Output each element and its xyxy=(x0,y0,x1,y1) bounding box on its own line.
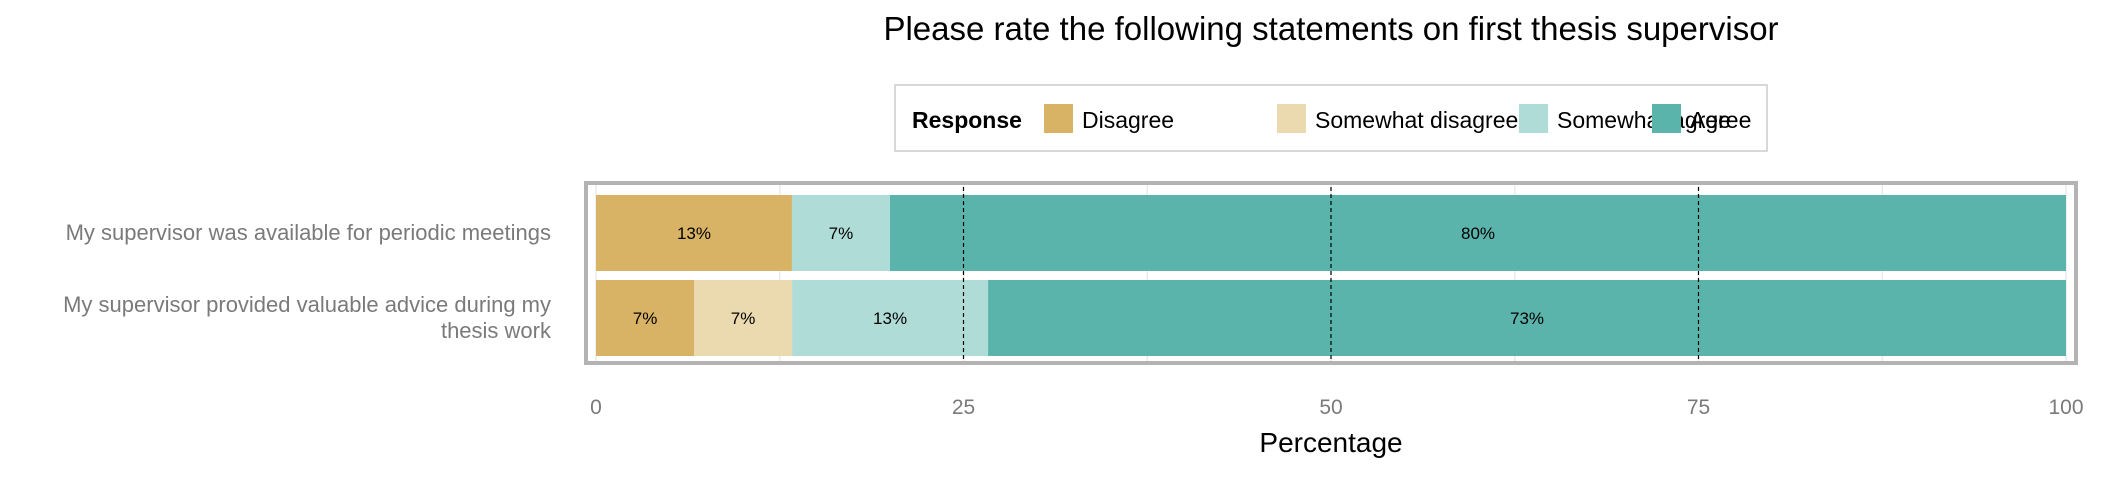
bar-segment xyxy=(792,280,989,356)
legend-label: Agree xyxy=(1690,107,1751,133)
bar-data-label: 80% xyxy=(1461,224,1495,243)
x-tick-label: 25 xyxy=(952,396,975,419)
x-tick-label: 100 xyxy=(2048,396,2083,419)
bar-data-label: 7% xyxy=(829,224,854,243)
bar-data-label: 13% xyxy=(677,224,711,243)
bar-segment xyxy=(694,280,793,356)
bar-segment xyxy=(596,195,792,271)
legend-key xyxy=(1277,104,1306,133)
bar-data-label: 13% xyxy=(873,309,907,328)
bar-data-label: 73% xyxy=(1510,309,1544,328)
legend-title: Response xyxy=(912,107,1022,133)
chart-title: Please rate the following statements on … xyxy=(883,10,1778,47)
bar-data-label: 7% xyxy=(731,309,756,328)
x-tick-label: 50 xyxy=(1319,396,1342,419)
bar-segment xyxy=(988,280,2066,356)
x-axis-title: Percentage xyxy=(1259,427,1402,458)
category-label: thesis work xyxy=(441,318,552,343)
legend-key xyxy=(1519,104,1548,133)
legend-box xyxy=(894,84,1768,152)
legend: Response Disagree Somewhat disagree Somewh… xyxy=(894,84,1768,152)
legend-key xyxy=(1652,104,1681,133)
legend-label: Disagree xyxy=(1082,107,1174,133)
bar-segment xyxy=(596,280,695,356)
bar-data-label: 7% xyxy=(633,309,658,328)
plot-area: 13% 7% 80% 7% 7% 13% 73% xyxy=(584,181,2078,365)
legend-label: Somewhat disagree xyxy=(1315,107,1518,133)
legend-label: Somewhat agree xyxy=(1557,107,1731,133)
bar-segment xyxy=(791,195,890,271)
x-tick-label: 0 xyxy=(590,396,602,419)
legend-key xyxy=(1044,104,1073,133)
category-label: My supervisor provided valuable advice d… xyxy=(63,292,551,317)
panel-border xyxy=(584,181,2078,365)
x-tick-label: 75 xyxy=(1687,396,1710,419)
category-label: My supervisor was available for periodic… xyxy=(66,220,551,245)
bar-segment xyxy=(890,195,2066,271)
